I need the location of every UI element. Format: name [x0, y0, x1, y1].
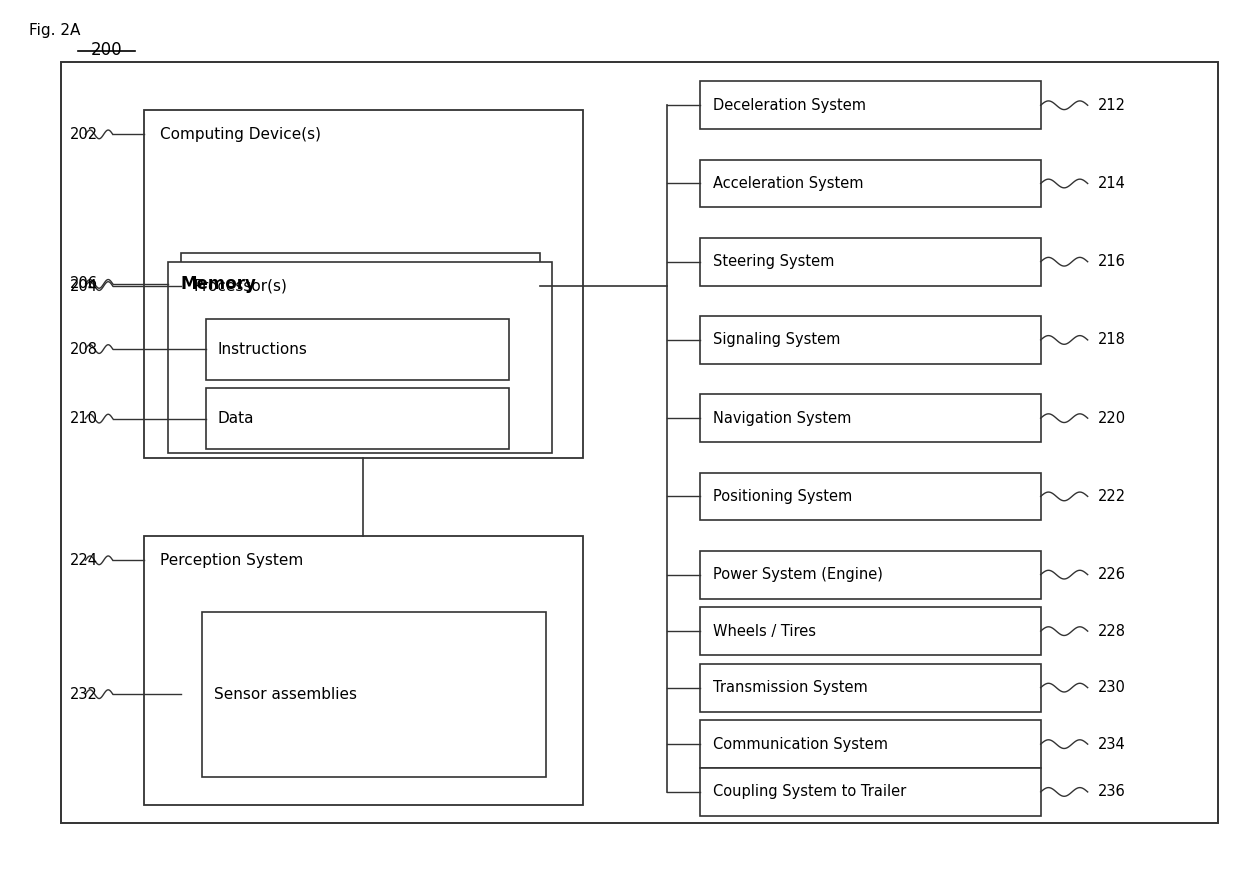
Text: Sensor assemblies: Sensor assemblies	[215, 686, 357, 702]
Text: Acceleration System: Acceleration System	[713, 176, 863, 191]
Text: 228: 228	[1097, 623, 1126, 638]
Text: 232: 232	[69, 686, 97, 702]
Text: Positioning System: Positioning System	[713, 489, 852, 504]
Text: 226: 226	[1097, 567, 1126, 582]
Bar	[144, 110, 583, 458]
Bar	[701, 160, 1040, 208]
Text: 234: 234	[1097, 737, 1126, 752]
Text: 230: 230	[1097, 680, 1126, 695]
Text: Memory: Memory	[181, 275, 257, 293]
Text: 212: 212	[1097, 98, 1126, 112]
Text: Coupling System to Trailer: Coupling System to Trailer	[713, 785, 906, 800]
Text: 220: 220	[1097, 411, 1126, 426]
Text: 202: 202	[69, 127, 98, 142]
Text: 214: 214	[1097, 176, 1126, 191]
Text: 210: 210	[69, 411, 98, 426]
Text: 200: 200	[91, 40, 123, 58]
Bar	[701, 316, 1040, 364]
Text: Signaling System: Signaling System	[713, 332, 841, 347]
Text: Fig. 2A: Fig. 2A	[29, 24, 81, 38]
Text: 208: 208	[69, 342, 98, 357]
Bar	[701, 768, 1040, 816]
Text: Navigation System: Navigation System	[713, 411, 851, 426]
Bar	[191, 605, 552, 784]
Text: Perception System: Perception System	[160, 553, 303, 568]
Bar	[701, 238, 1040, 286]
Bar	[701, 664, 1040, 712]
Text: Instructions: Instructions	[218, 342, 308, 357]
Bar	[701, 473, 1040, 521]
Bar	[181, 254, 539, 318]
Text: 216: 216	[1097, 255, 1126, 269]
Text: Processor(s): Processor(s)	[193, 278, 286, 294]
Bar	[701, 720, 1040, 768]
Text: 206: 206	[69, 276, 98, 291]
Text: 218: 218	[1097, 332, 1126, 347]
Text: Steering System: Steering System	[713, 255, 835, 269]
Bar	[206, 388, 508, 449]
Bar	[701, 607, 1040, 655]
Bar	[144, 536, 583, 806]
Text: Communication System: Communication System	[713, 737, 888, 752]
Text: 222: 222	[1097, 489, 1126, 504]
Text: Wheels / Tires: Wheels / Tires	[713, 623, 816, 638]
Bar	[61, 62, 1218, 823]
Bar	[206, 318, 508, 379]
Bar	[701, 551, 1040, 598]
Text: 224: 224	[69, 553, 98, 568]
Text: 236: 236	[1097, 785, 1126, 800]
Text: Computing Device(s): Computing Device(s)	[160, 127, 321, 142]
Text: Transmission System: Transmission System	[713, 680, 868, 695]
Bar	[701, 81, 1040, 129]
Text: 204: 204	[69, 278, 98, 294]
Bar	[169, 262, 552, 453]
Text: Deceleration System: Deceleration System	[713, 98, 866, 112]
Bar	[701, 394, 1040, 442]
Text: Power System (Engine): Power System (Engine)	[713, 567, 883, 582]
Text: Data: Data	[218, 411, 254, 426]
Bar	[181, 601, 552, 788]
Bar	[202, 611, 546, 777]
